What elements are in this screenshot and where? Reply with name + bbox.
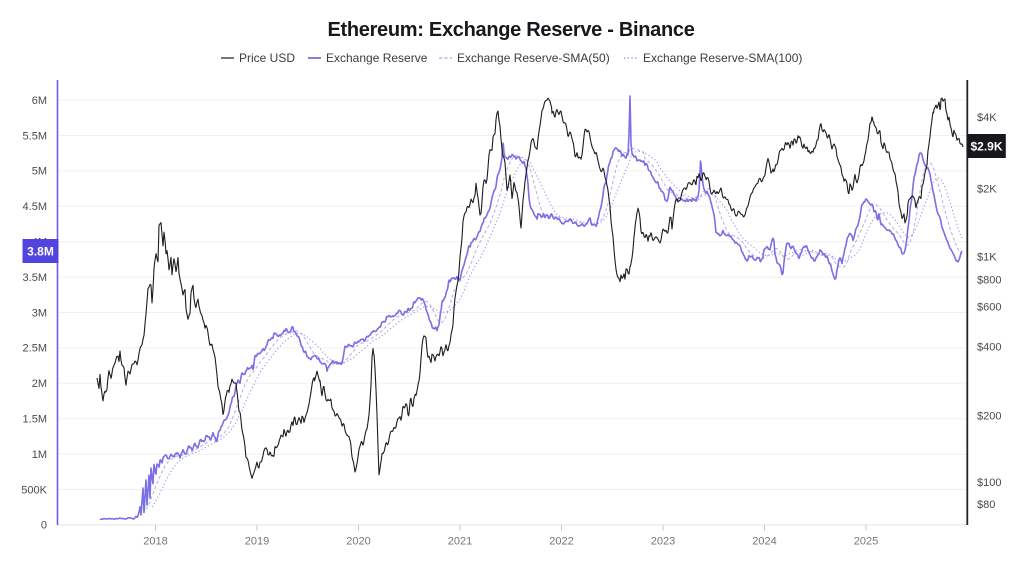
svg-text:2.5M: 2.5M	[23, 343, 47, 355]
svg-text:$100: $100	[977, 477, 1001, 489]
svg-text:Exchange Reserve-SMA(100): Exchange Reserve-SMA(100)	[643, 51, 802, 65]
svg-text:$800: $800	[977, 274, 1001, 286]
svg-text:2018: 2018	[143, 536, 167, 548]
svg-text:1.5M: 1.5M	[23, 414, 47, 426]
svg-text:Exchange Reserve: Exchange Reserve	[326, 51, 428, 65]
svg-text:3M: 3M	[32, 307, 47, 319]
svg-text:500K: 500K	[21, 484, 47, 496]
svg-text:2019: 2019	[245, 536, 269, 548]
svg-text:1M: 1M	[32, 449, 47, 461]
svg-text:2024: 2024	[752, 536, 776, 548]
svg-text:$1K: $1K	[977, 251, 997, 263]
svg-text:2025: 2025	[854, 536, 878, 548]
svg-text:$200: $200	[977, 410, 1001, 422]
svg-text:5M: 5M	[32, 166, 47, 178]
svg-text:$2.9K: $2.9K	[970, 140, 1002, 154]
svg-text:$80: $80	[977, 499, 995, 511]
svg-text:2022: 2022	[549, 536, 573, 548]
svg-text:6M: 6M	[32, 95, 47, 107]
svg-text:Exchange Reserve-SMA(50): Exchange Reserve-SMA(50)	[457, 51, 610, 65]
svg-text:$2K: $2K	[977, 183, 997, 195]
svg-text:$400: $400	[977, 341, 1001, 353]
svg-text:4.5M: 4.5M	[23, 201, 47, 213]
svg-text:$600: $600	[977, 302, 1001, 314]
svg-text:Ethereum: Exchange Reserve - B: Ethereum: Exchange Reserve - Binance	[327, 19, 694, 41]
svg-text:5.5M: 5.5M	[23, 130, 47, 142]
svg-text:2023: 2023	[651, 536, 675, 548]
svg-text:2M: 2M	[32, 378, 47, 390]
svg-text:Price USD: Price USD	[239, 51, 295, 65]
svg-text:0: 0	[41, 520, 47, 532]
svg-text:3.8M: 3.8M	[27, 245, 54, 259]
svg-text:2021: 2021	[448, 536, 472, 548]
svg-text:2020: 2020	[346, 536, 370, 548]
svg-text:3.5M: 3.5M	[23, 272, 47, 284]
svg-text:$4K: $4K	[977, 112, 997, 124]
